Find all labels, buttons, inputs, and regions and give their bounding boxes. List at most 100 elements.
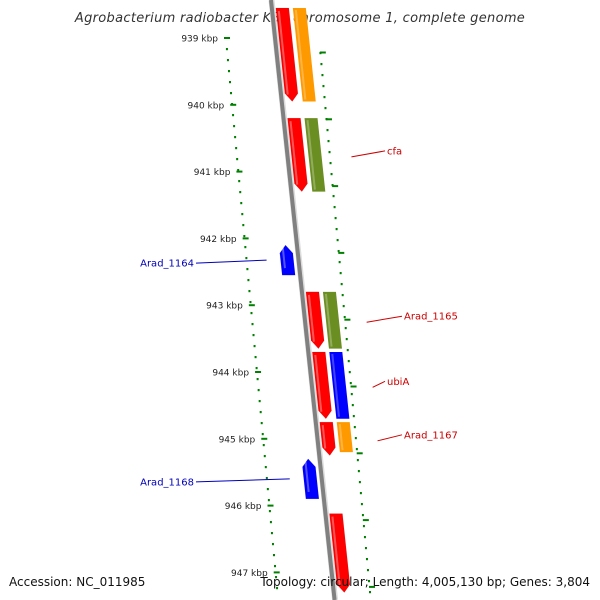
feature-block-orange (336, 422, 353, 453)
backbone-line (269, 0, 337, 600)
sequence-backbone (268, 0, 339, 600)
feature-block-orange (292, 7, 316, 102)
gene-label-text: ubiA (387, 377, 409, 388)
guide-dot-left (249, 301, 252, 304)
guide-dot-right (329, 162, 332, 165)
guide-dot-right (342, 305, 345, 308)
feature-block-highlight (331, 353, 340, 417)
guide-dot-right (332, 195, 335, 198)
guide-dot-left (235, 147, 238, 150)
guide-dot-left (236, 158, 239, 161)
guide-dot-right (320, 63, 323, 66)
guide-dot-right (325, 118, 328, 121)
guide-dot-right (366, 569, 369, 572)
gene-label-leader (195, 259, 267, 264)
feature-block-olive (304, 118, 326, 192)
guide-dot-left (253, 345, 256, 348)
guide-dot-right (337, 250, 340, 253)
gene-arrow-highlight (314, 354, 323, 412)
kbp-tick-label: 945 kbp (219, 435, 256, 445)
topology-text: Topology: circular; Length: 4,005,130 bp… (259, 575, 590, 589)
gene-label-text: Arad_1167 (404, 430, 458, 441)
guide-dot-left (269, 521, 272, 524)
guide-dot-right (334, 217, 337, 220)
guide-dot-right (355, 448, 358, 451)
gene-label-leader (377, 434, 403, 442)
feature-blocks (292, 7, 353, 453)
gene-label-text: Arad_1168 (140, 477, 194, 488)
guide-dot-right (326, 129, 329, 132)
guide-dot-left (260, 422, 263, 425)
gene-arrow-highlight (277, 10, 289, 95)
guide-dot-right (358, 481, 361, 484)
guide-dot-left (241, 213, 244, 216)
guide-dot-right (341, 294, 344, 297)
kbp-tick-label: 947 kbp (231, 569, 268, 579)
guide-dot-left (239, 191, 242, 194)
guide-dot-right (340, 283, 343, 286)
guide-dot-left (226, 59, 229, 62)
guide-dot-left (244, 246, 247, 249)
guide-dot-left (258, 400, 261, 403)
guide-dot-right (357, 470, 360, 473)
kbp-tick-label: 943 kbp (206, 302, 243, 312)
guide-dot-left (227, 70, 230, 73)
guide-dot-right (363, 536, 366, 539)
gene-label-text: Arad_1164 (140, 259, 194, 270)
guide-dot-left (230, 92, 233, 95)
guide-dot-left (250, 312, 253, 315)
gene-labels: cfa Arad_1164 Arad_1165 ubiA Arad_1167 Arad_1… (140, 146, 458, 488)
guide-dot-right (339, 272, 342, 275)
kbp-tick-label: 946 kbp (225, 502, 262, 512)
guide-dot-right (348, 371, 351, 374)
guide-dot-left (264, 466, 267, 469)
guide-dot-right (349, 382, 352, 385)
guide-dot-right (333, 206, 336, 209)
kbp-tick-label: 944 kbp (212, 369, 249, 379)
gene-label-leader (372, 380, 386, 388)
feature-block-highlight (306, 120, 316, 190)
gene-arrow-highlight (289, 121, 299, 185)
guide-dot-left (270, 532, 273, 535)
guide-dot-right (338, 261, 341, 264)
gene-label-leader (366, 315, 403, 323)
guide-dot-left (231, 103, 234, 106)
guide-dot-right (369, 591, 372, 594)
guide-dot-right (345, 338, 348, 341)
guide-dot-left (261, 433, 264, 436)
guide-dot-right (353, 426, 356, 429)
gene-arrow-highlight (321, 424, 327, 449)
guide-dot-right (352, 415, 355, 418)
guide-dot-right (359, 492, 362, 495)
guide-dot-left (240, 202, 243, 205)
guide-dot-left (265, 477, 268, 480)
feature-block-highlight (324, 293, 333, 347)
guide-dot-left (238, 180, 241, 183)
guide-dot-right (346, 349, 349, 352)
guide-dot-right (361, 514, 364, 517)
guide-dot-left (263, 455, 266, 458)
kbp-tick-label: 941 kbp (194, 168, 231, 178)
guide-dot-left (225, 48, 228, 51)
guide-dot-right (360, 503, 363, 506)
gene-arrow-highlight (331, 516, 341, 586)
guide-dot-left (234, 136, 237, 139)
guide-dot-right (343, 316, 346, 319)
guide-dot-right (324, 107, 327, 110)
guide-dot-left (256, 378, 259, 381)
guide-dot-left (262, 444, 265, 447)
guide-dot-right (335, 228, 338, 231)
gene-label-text: Arad_1165 (404, 312, 458, 323)
guide-dot-left (248, 290, 251, 293)
guide-dot-right (365, 558, 368, 561)
feature-block-highlight (338, 423, 344, 451)
guide-dot-right (344, 327, 347, 330)
guide-dot-left (275, 576, 278, 579)
feature-block-reverse (329, 351, 350, 419)
guide-dot-left (237, 169, 240, 172)
guide-dot-left (254, 356, 257, 359)
gene-arrow-cfa (287, 117, 308, 193)
gene-arrow-Arad_1168 (302, 458, 320, 500)
gene-arrow-Arad_1165 (305, 291, 325, 350)
